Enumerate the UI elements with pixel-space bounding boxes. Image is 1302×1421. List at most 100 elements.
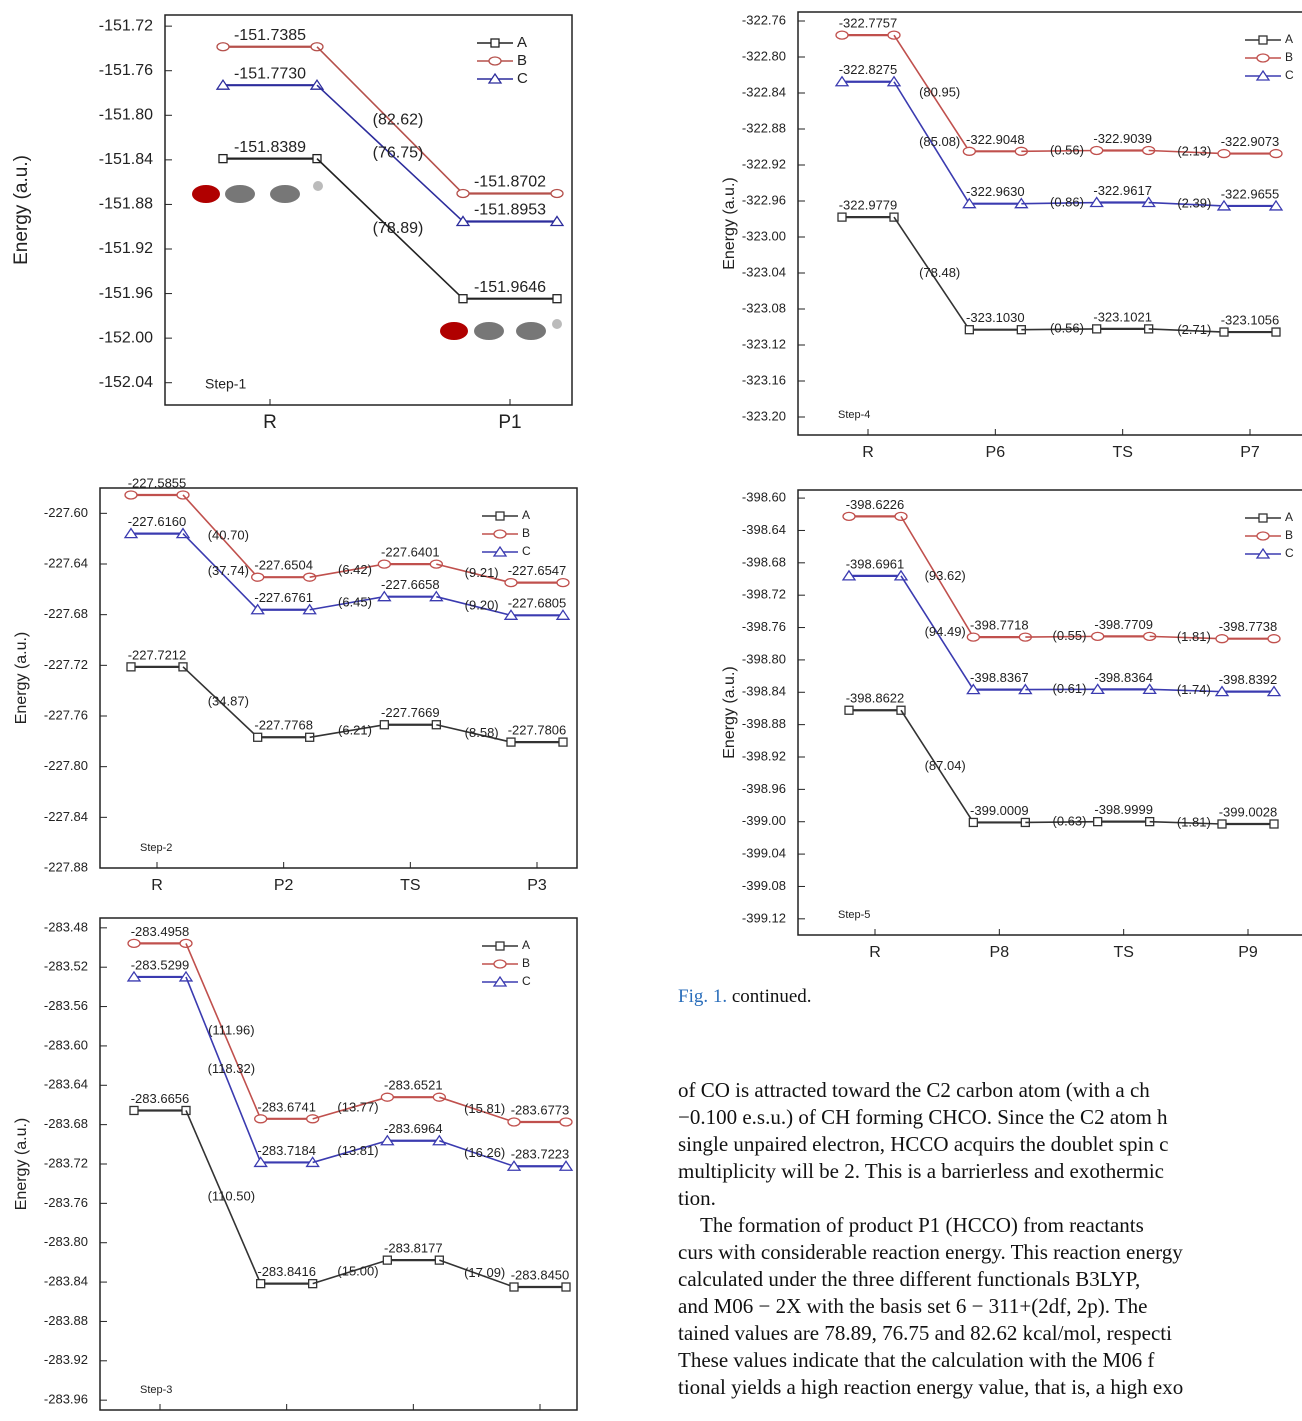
text-line: These values indicate that the calculati… [678,1348,1155,1372]
barrier-label: (0.61) [1053,681,1087,696]
connector [312,1140,388,1164]
connector [182,533,259,611]
caption-label[interactable]: Fig. 1. [678,986,728,1007]
marker [250,603,265,615]
y-axis-label: Energy (a.u.) [13,1118,30,1210]
value-label: -398.7738 [1219,619,1278,634]
marker [509,1282,519,1292]
y-tick-label: -227.88 [44,859,88,874]
y-tick-label: -399.04 [742,846,786,861]
y-tick-label: -283.64 [44,1077,88,1092]
y-axis-label: Energy (a.u.) [721,177,738,269]
legend-label: C [517,70,528,87]
y-tick-label: -227.72 [44,657,88,672]
marker [1258,513,1268,523]
x-tick-label: R [154,1419,166,1421]
marker [458,294,468,304]
marker [382,1255,392,1265]
marker [549,215,565,227]
value-label: -398.7718 [970,618,1029,633]
y-tick-label: -151.80 [99,107,153,124]
y-tick-label: -227.60 [44,505,88,520]
marker [558,1160,574,1171]
marker [1256,531,1270,541]
marker [837,212,847,222]
legend-label: B [522,526,530,540]
x-tick-label: P9 [1238,944,1258,961]
marker [254,1114,268,1124]
y-tick-label: -227.76 [44,707,88,722]
barrier-label: (37.74) [208,563,249,578]
connector [439,1259,515,1288]
plot-frame [797,11,1302,436]
y-tick-label: -151.92 [99,240,153,257]
y-tick-label: -398.84 [742,684,786,699]
y-tick-label: -227.64 [44,555,88,570]
text-line: tained values are 78.89, 76.75 and 82.62… [678,1321,1172,1345]
marker [1090,145,1104,156]
marker [216,42,230,52]
connector [900,575,975,691]
connector [185,943,262,1120]
connector [1021,149,1097,153]
y-tick-label: -399.08 [742,878,786,893]
value-label: -322.9048 [966,132,1025,147]
figure-caption: Fig. 1. continued. [678,986,812,1008]
y-tick-label: -283.72 [44,1155,88,1170]
x-tick-label: TS [400,877,420,894]
barrier-label: (6.45) [338,595,372,610]
marker [558,737,568,747]
x-tick-label: TS [1113,944,1133,961]
marker [1215,634,1229,644]
barrier-label: (16.26) [464,1145,505,1160]
y-tick-label: -323.08 [742,300,786,315]
value-label: -283.7223 [511,1147,570,1162]
marker [218,153,228,164]
x-tick-label: R [869,944,881,961]
y-tick-label: -323.12 [742,336,786,351]
value-label: -151.7385 [234,27,306,44]
y-tick-label: -152.04 [99,374,153,391]
connector [893,216,970,331]
barrier-label: (0.63) [1053,813,1087,828]
marker [1255,69,1271,81]
value-label: -283.6964 [384,1121,443,1136]
y-tick-label: -283.68 [44,1116,88,1131]
marker [1267,634,1281,644]
marker [842,511,856,522]
x-tick-label: P3 [527,877,547,894]
legend-label: C [1285,68,1294,82]
chart: -227.60 -227.64 -227.68 -227.72 -227.76 -227.… [13,475,578,894]
barrier-label: (94.49) [925,624,966,639]
value-label: -322.9073 [1221,134,1280,149]
value-label: -283.8416 [257,1264,316,1279]
y-axis-label: Energy (a.u.) [11,155,32,265]
marker [127,938,141,949]
value-label: -399.0009 [970,803,1029,818]
y-tick-label: -398.76 [742,619,786,634]
legend-label: A [522,508,530,522]
value-label: -227.6658 [381,577,440,592]
y-tick-label: -398.64 [742,522,786,537]
y-tick-label: -322.92 [742,156,786,171]
legend-label: A [517,34,527,51]
value-label: -283.6656 [131,1091,190,1106]
x-tick-label: R [862,444,874,461]
barrier-label: (2.39) [1177,196,1211,211]
marker [966,683,981,695]
marker [492,975,508,987]
barrier-label: (0.56) [1050,142,1084,157]
connector [900,709,975,823]
y-tick-label: -151.84 [99,151,153,168]
connector [309,723,385,739]
connector [185,1110,262,1284]
connector [1148,201,1225,207]
barrier-label: (1.81) [1177,814,1211,829]
legend-label: B [1285,50,1293,64]
value-label: -151.9646 [474,279,546,296]
value-label: -322.7757 [839,16,898,31]
barrier-label: (9.21) [465,565,499,580]
marker [487,72,503,84]
barrier-label: (15.81) [464,1101,505,1116]
